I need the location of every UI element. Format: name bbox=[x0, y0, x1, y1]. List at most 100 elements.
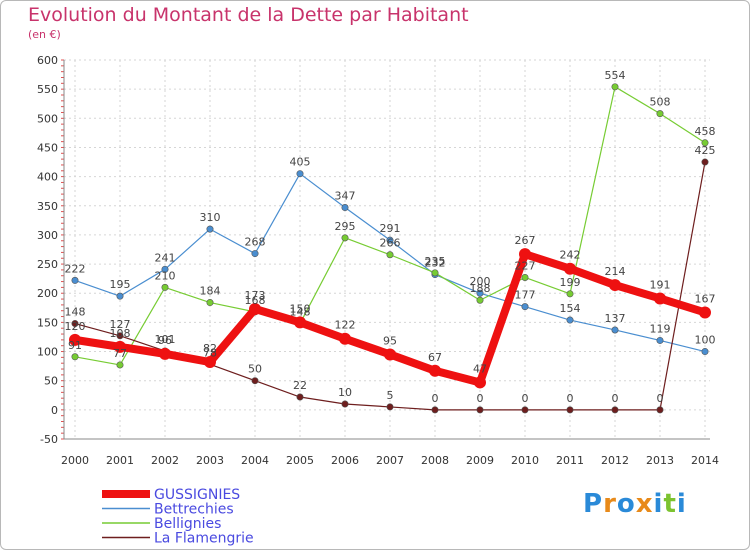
point-gussignies bbox=[159, 347, 171, 360]
x-tick-label: 2006 bbox=[331, 454, 359, 467]
data-label-la-flamengrie: 0 bbox=[477, 392, 484, 405]
y-tick-label: 550 bbox=[37, 83, 58, 96]
y-tick-label: 300 bbox=[37, 229, 58, 242]
point-gussignies bbox=[249, 302, 261, 315]
y-tick-label: 150 bbox=[37, 316, 58, 329]
x-tick-label: 2003 bbox=[196, 454, 224, 467]
data-label-la-flamengrie: 10 bbox=[338, 386, 352, 399]
y-tick-label: 100 bbox=[37, 346, 58, 359]
data-label-la-flamengrie: 0 bbox=[612, 392, 619, 405]
grid bbox=[64, 59, 710, 440]
data-label-bellignies: 168 bbox=[245, 294, 266, 307]
data-label-bellignies: 184 bbox=[200, 285, 221, 298]
x-tick-label: 2007 bbox=[376, 454, 404, 467]
data-label-bellignies: 77 bbox=[113, 347, 127, 360]
point-la-flamengrie bbox=[476, 406, 484, 414]
data-label-gussignies: 267 bbox=[515, 234, 536, 247]
data-label-bettrechies: 291 bbox=[380, 222, 401, 235]
point-bettrechies bbox=[476, 289, 484, 297]
data-label-bettrechies: 232 bbox=[425, 257, 446, 270]
data-label-gussignies: 120 bbox=[65, 320, 86, 333]
x-tick-label: 2000 bbox=[61, 454, 89, 467]
data-label-bettrechies: 177 bbox=[515, 289, 536, 302]
point-la-flamengrie bbox=[431, 406, 439, 414]
y-tick-label: 50 bbox=[44, 375, 58, 388]
point-bellignies bbox=[476, 296, 484, 304]
data-label-bellignies: 210 bbox=[155, 269, 176, 282]
point-bettrechies bbox=[161, 265, 169, 273]
point-gussignies bbox=[474, 376, 486, 389]
point-gussignies bbox=[339, 332, 351, 345]
point-bellignies bbox=[71, 353, 79, 361]
point-bettrechies bbox=[341, 204, 349, 212]
x-tick-label: 2011 bbox=[556, 454, 584, 467]
point-la-flamengrie bbox=[296, 393, 304, 401]
logo-letter: i bbox=[653, 489, 664, 519]
point-bellignies bbox=[701, 139, 709, 147]
point-bettrechies bbox=[701, 348, 709, 356]
point-gussignies bbox=[699, 306, 711, 319]
data-label-gussignies: 242 bbox=[560, 249, 581, 262]
y-tick-label: 0 bbox=[51, 404, 58, 417]
logo-letter: P bbox=[583, 489, 604, 519]
data-label-bettrechies: 310 bbox=[200, 211, 221, 224]
point-gussignies bbox=[519, 248, 531, 261]
point-bellignies bbox=[116, 361, 124, 369]
data-label-gussignies: 173 bbox=[245, 289, 266, 302]
y-tick-label: 250 bbox=[37, 258, 58, 271]
point-bettrechies bbox=[656, 336, 664, 344]
point-bettrechies bbox=[206, 225, 214, 233]
data-labels: 222 195 241 310 268 405 347 291 232 200 177 154 137 1… bbox=[65, 69, 716, 405]
point-bettrechies bbox=[386, 236, 394, 244]
data-label-bellignies: 554 bbox=[605, 69, 626, 82]
data-label-bellignies: 199 bbox=[560, 276, 581, 289]
data-label-la-flamengrie: 22 bbox=[293, 379, 307, 392]
logo-letter: t bbox=[663, 489, 677, 519]
point-bettrechies bbox=[251, 250, 259, 258]
point-bellignies bbox=[161, 283, 169, 291]
point-la-flamengrie bbox=[341, 400, 349, 408]
point-la-flamengrie bbox=[116, 332, 124, 340]
data-label-la-flamengrie: 101 bbox=[155, 333, 176, 346]
data-label-bellignies: 227 bbox=[515, 259, 536, 272]
point-la-flamengrie bbox=[71, 320, 79, 328]
data-label-gussignies: 167 bbox=[695, 292, 716, 305]
legend-label-bettrechies: Bettrechies bbox=[154, 502, 234, 518]
data-label-la-flamengrie: 0 bbox=[657, 392, 664, 405]
x-tick-label: 2014 bbox=[691, 454, 719, 467]
data-label-gussignies: 82 bbox=[203, 342, 217, 355]
data-label-bettrechies: 268 bbox=[245, 236, 266, 249]
data-label-bettrechies: 195 bbox=[110, 278, 131, 291]
x-tick-label: 2004 bbox=[241, 454, 269, 467]
data-label-bettrechies: 137 bbox=[605, 312, 626, 325]
point-bellignies bbox=[611, 83, 619, 91]
data-label-bettrechies: 200 bbox=[470, 275, 491, 288]
data-label-la-flamengrie: 78 bbox=[203, 346, 217, 359]
data-label-la-flamengrie: 0 bbox=[432, 392, 439, 405]
point-bettrechies bbox=[566, 316, 574, 324]
point-bellignies bbox=[656, 110, 664, 118]
data-label-bellignies: 458 bbox=[695, 125, 716, 138]
data-label-bellignies: 266 bbox=[380, 237, 401, 250]
point-gussignies bbox=[69, 333, 81, 346]
data-label-bettrechies: 405 bbox=[290, 156, 311, 169]
point-la-flamengrie bbox=[611, 406, 619, 414]
point-bellignies bbox=[521, 273, 529, 281]
point-bettrechies bbox=[116, 292, 124, 300]
chart-subtitle: (en €) bbox=[28, 28, 61, 41]
data-label-la-flamengrie: 50 bbox=[248, 363, 262, 376]
point-gussignies bbox=[429, 364, 441, 377]
point-la-flamengrie bbox=[566, 406, 574, 414]
y-tick-label: 450 bbox=[37, 141, 58, 154]
logo-letter: o bbox=[616, 489, 636, 519]
data-label-bettrechies: 241 bbox=[155, 251, 176, 264]
x-tick-label: 2010 bbox=[511, 454, 539, 467]
data-label-bellignies: 148 bbox=[290, 306, 311, 319]
point-gussignies bbox=[384, 348, 396, 361]
data-label-la-flamengrie: 127 bbox=[110, 318, 131, 331]
data-label-gussignies: 214 bbox=[605, 265, 626, 278]
point-la-flamengrie bbox=[701, 158, 709, 166]
data-label-bellignies: 295 bbox=[335, 220, 356, 233]
